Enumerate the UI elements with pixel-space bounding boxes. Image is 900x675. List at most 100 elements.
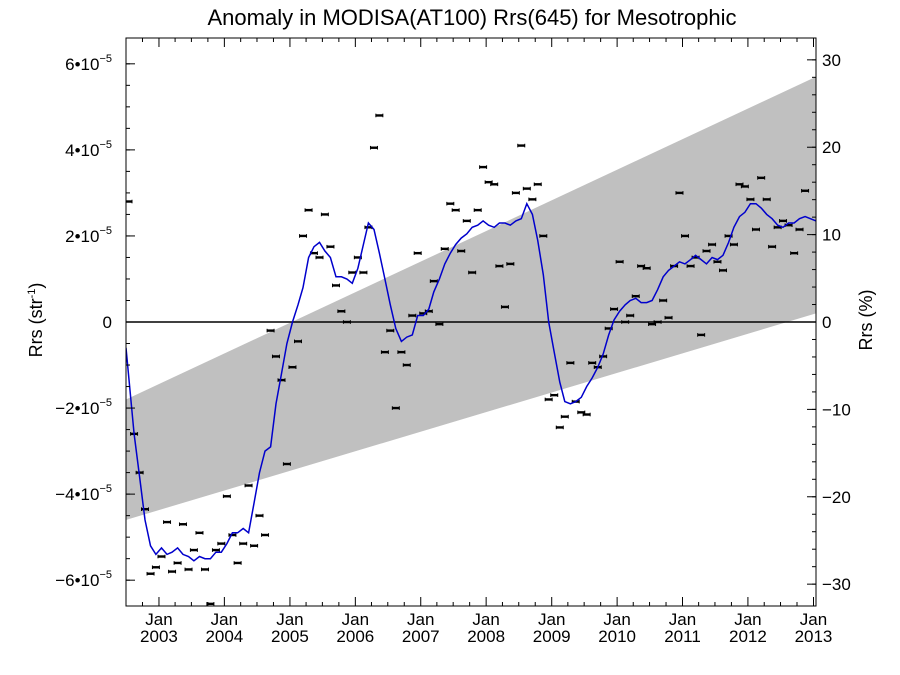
data-point [457,249,466,253]
x-tick-month: Jan [472,610,499,629]
y-left-tick-mantissa: 6•10 [65,55,99,74]
x-tick-year: 2011 [664,627,701,646]
x-tick-month: Jan [734,610,761,629]
y-left-tick-mantissa: −6•10 [55,571,99,590]
data-point [375,113,384,118]
y-left-tick-label: 6•10−5 [65,53,112,74]
y-left-tick-exponent: −5 [99,139,112,151]
plot-inner [126,76,816,606]
data-point [621,320,630,324]
data-point [173,561,182,565]
data-point [550,393,559,397]
data-point [337,309,346,314]
x-tick-year: 2006 [336,627,374,646]
y-left-tick-mantissa: 0 [103,313,112,332]
data-point [615,259,624,264]
data-point [320,212,329,217]
data-point [151,565,160,570]
data-point [402,363,411,367]
data-point [299,234,308,238]
x-tick-month: Jan [407,610,434,629]
data-point [801,188,810,193]
data-point [391,406,400,410]
data-point [511,191,520,195]
data-point [751,227,760,232]
x-tick-month: Jan [145,610,172,629]
data-point [331,283,340,288]
data-point [757,176,766,180]
y-left-tick-mantissa: −2•10 [55,399,99,418]
x-tick-month: Jan [800,610,827,629]
data-point [446,201,455,206]
data-point [244,483,253,488]
trend-band [126,76,816,520]
data-point [326,244,335,249]
y-left-tick-label: 0 [103,313,112,332]
data-point [294,339,303,344]
data-point [582,412,591,417]
data-point [631,294,640,298]
data-point [479,165,488,169]
data-point [250,543,259,548]
y-left-tick-mantissa: 4•10 [65,141,99,160]
data-point [746,197,755,202]
x-tick-month: Jan [603,610,630,629]
data-point [642,266,651,271]
data-point [271,354,280,359]
y-left-tick-label: −4•10−5 [55,483,112,504]
plot-area: 6•10−54•10−52•10−50−2•10−5−4•10−5−6•10−5… [55,37,851,646]
x-tick-year: 2012 [729,627,767,646]
y-left-tick-exponent: −5 [99,225,112,237]
x-tick-year: 2007 [402,627,440,646]
y-axis-right-label: Rrs (%) [856,290,876,351]
x-tick-year: 2013 [795,627,833,646]
x-tick-month: Jan [538,610,565,629]
y-left-tick-label: 2•10−5 [65,225,112,246]
y-left-tick-exponent: −5 [99,569,112,581]
data-point [768,244,777,249]
y-left-tick-exponent: −5 [99,483,112,495]
data-point [795,227,804,232]
data-point [533,182,542,187]
data-point [500,305,509,309]
data-point [588,361,597,365]
y-left-tick-label: 4•10−5 [65,139,112,160]
data-point [702,249,711,253]
data-point [261,533,270,537]
data-point [675,191,684,195]
data-point [544,397,553,402]
data-point [168,569,177,574]
y-left-tick-label: −2•10−5 [55,397,112,418]
x-tick-month: Jan [276,610,303,629]
data-point [140,507,149,511]
y-left-tick-exponent: −5 [99,397,112,409]
x-tick-month: Jan [669,610,696,629]
y-right-tick-label: 30 [822,51,841,70]
data-point [380,350,389,354]
y-right-tick-label: −20 [822,488,851,507]
x-tick-year: 2008 [467,627,505,646]
x-tick-year: 2010 [598,627,636,646]
data-point [342,320,351,324]
data-point [195,531,204,535]
data-point [708,242,717,247]
data-point [369,145,378,150]
data-point [228,533,237,537]
data-point [713,259,722,264]
y-left-tick-exponent: −5 [99,53,112,65]
data-point [217,541,226,546]
data-point [560,414,569,419]
data-point [762,197,771,202]
x-tick-year: 2004 [205,627,243,646]
data-point [315,255,324,260]
y-axis-left-label-base: Rrs (str [26,298,46,357]
data-point [146,571,155,576]
y-right-tick-label: −10 [822,400,851,419]
data-point [451,208,460,212]
y-right-tick-label: 0 [822,313,831,332]
data-point [599,354,608,359]
data-point [157,554,166,559]
data-point [506,262,515,266]
y-axis-left-label: Rrs (str-1) [26,283,46,358]
